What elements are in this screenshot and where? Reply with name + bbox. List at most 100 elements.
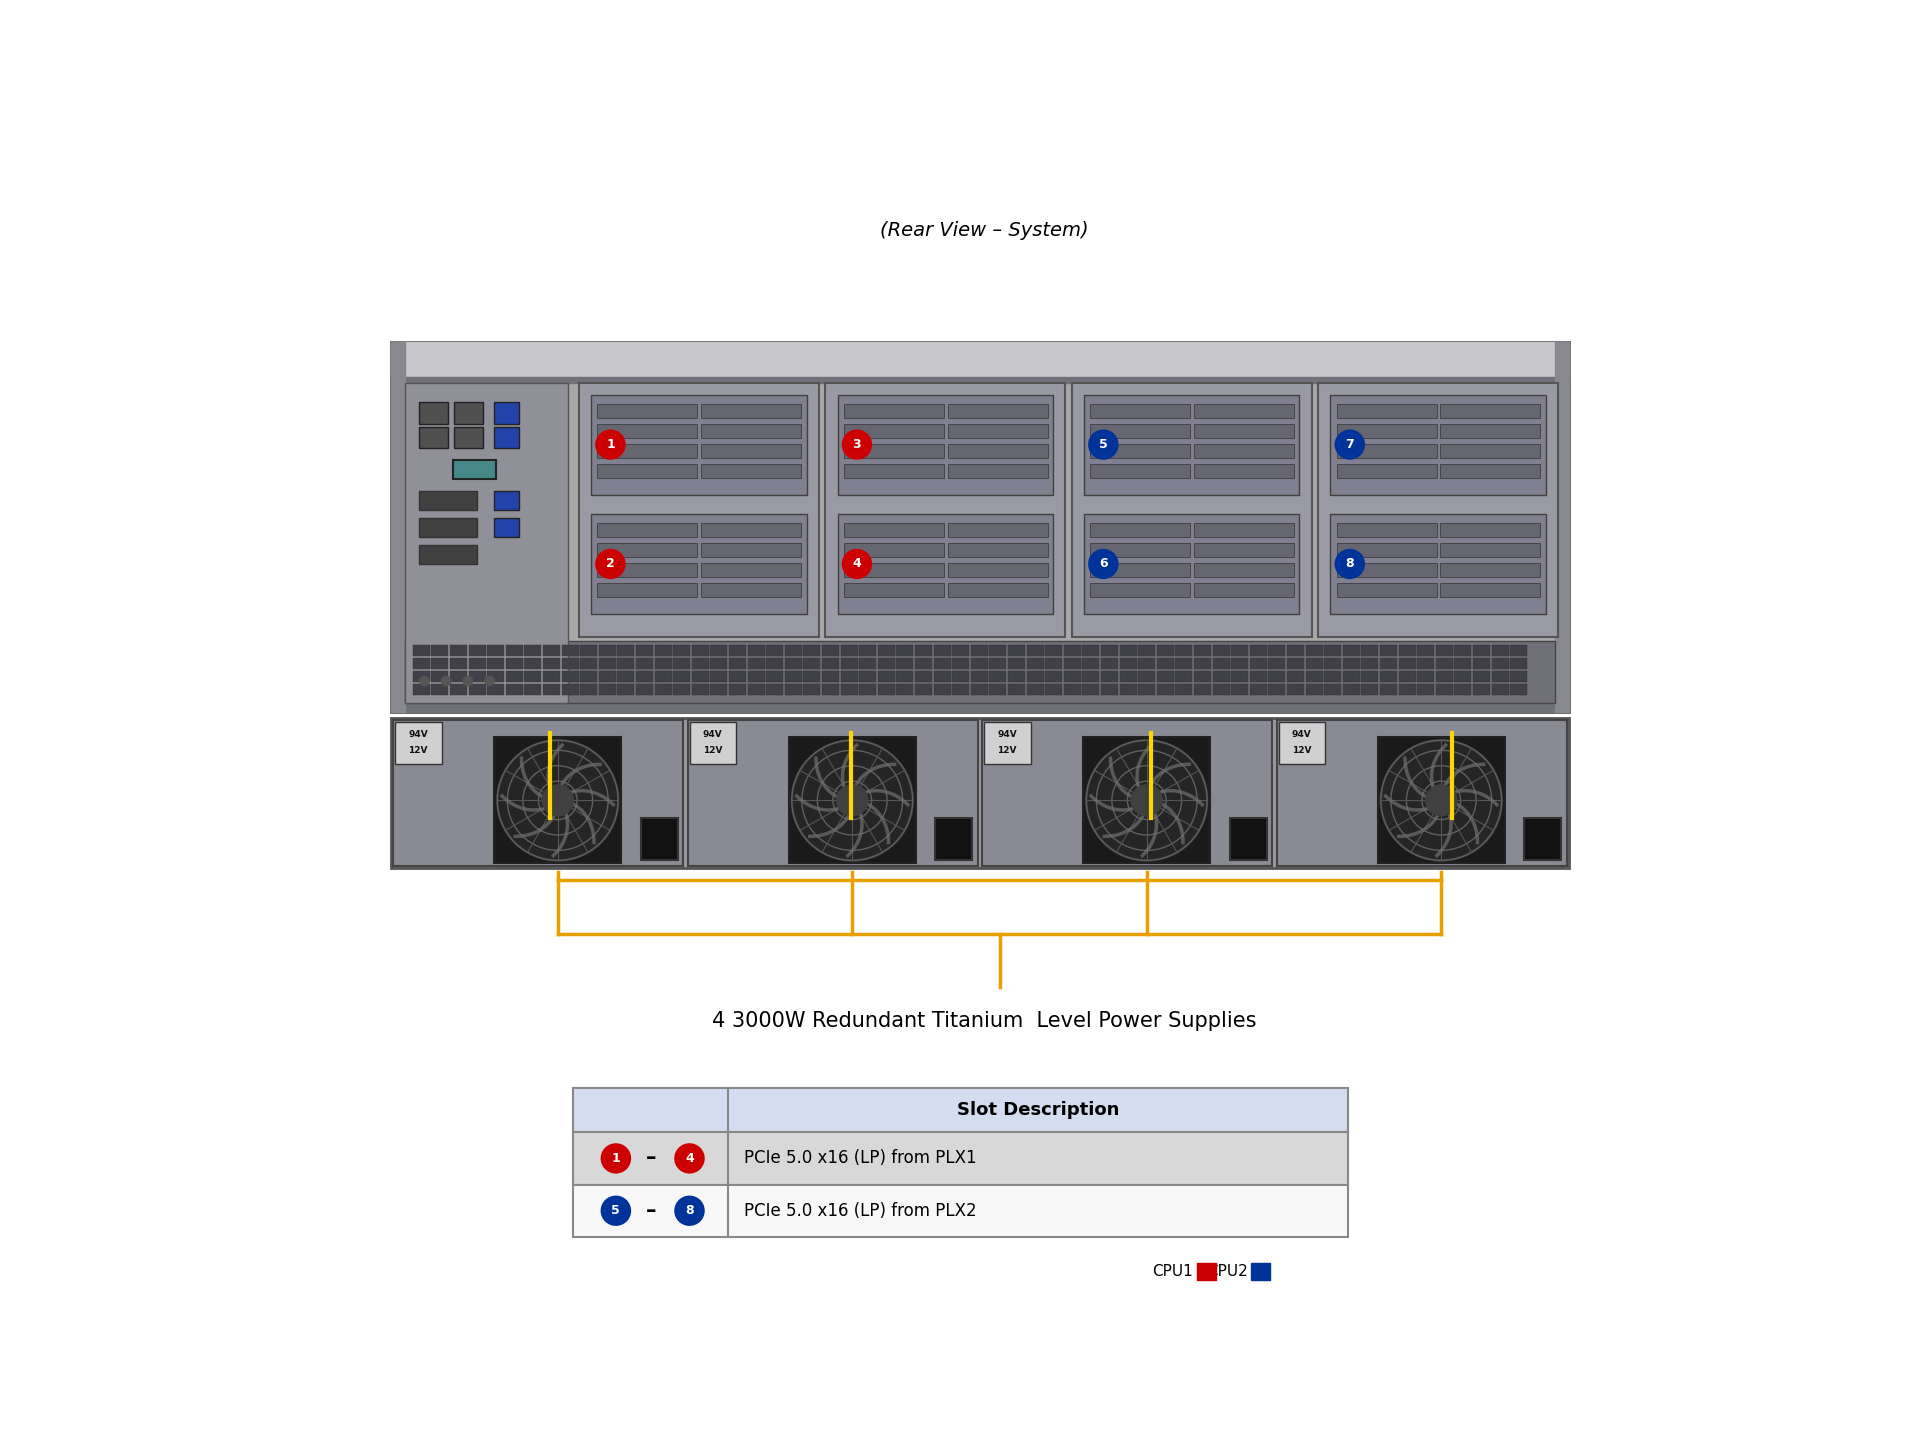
Bar bbox=[691, 645, 708, 655]
Bar bbox=[1194, 658, 1212, 668]
Bar bbox=[1194, 671, 1212, 681]
Bar bbox=[1044, 658, 1062, 668]
Bar bbox=[1492, 671, 1509, 681]
Text: 4: 4 bbox=[852, 557, 862, 570]
Bar bbox=[1198, 1263, 1215, 1280]
Text: 1: 1 bbox=[607, 438, 614, 451]
Bar bbox=[591, 395, 806, 495]
Bar bbox=[1064, 658, 1081, 668]
Bar bbox=[701, 523, 801, 537]
Bar bbox=[710, 658, 728, 668]
Bar bbox=[1417, 684, 1434, 696]
Bar bbox=[636, 684, 653, 696]
Bar bbox=[730, 671, 747, 681]
Bar bbox=[1139, 684, 1156, 696]
Bar bbox=[1336, 423, 1436, 438]
Bar bbox=[843, 423, 945, 438]
Bar bbox=[766, 645, 783, 655]
Bar bbox=[1085, 514, 1300, 613]
Bar bbox=[563, 658, 578, 668]
Circle shape bbox=[847, 433, 868, 455]
Circle shape bbox=[599, 433, 622, 455]
Bar bbox=[1100, 658, 1117, 668]
Bar bbox=[710, 645, 728, 655]
Text: 12V: 12V bbox=[998, 746, 1018, 755]
Circle shape bbox=[1336, 431, 1363, 458]
Bar bbox=[1008, 684, 1025, 696]
Circle shape bbox=[678, 1148, 701, 1169]
Bar bbox=[1417, 658, 1434, 668]
Circle shape bbox=[1089, 431, 1117, 458]
Bar bbox=[1139, 658, 1156, 668]
Circle shape bbox=[442, 677, 451, 685]
Bar bbox=[843, 583, 945, 598]
Bar bbox=[1436, 684, 1453, 696]
Text: PCIe 5.0 x16 (LP) from PLX1: PCIe 5.0 x16 (LP) from PLX1 bbox=[743, 1149, 977, 1168]
Text: 5: 5 bbox=[1098, 438, 1108, 451]
Bar bbox=[972, 671, 989, 681]
Bar bbox=[1100, 684, 1117, 696]
Bar bbox=[822, 658, 839, 668]
Bar bbox=[843, 403, 945, 418]
Bar bbox=[655, 684, 672, 696]
Circle shape bbox=[603, 1197, 630, 1224]
Bar bbox=[747, 671, 764, 681]
Bar bbox=[1398, 658, 1415, 668]
Bar bbox=[948, 563, 1048, 577]
Bar bbox=[933, 658, 950, 668]
Bar bbox=[1139, 645, 1156, 655]
Bar bbox=[1380, 671, 1398, 681]
Bar bbox=[493, 402, 518, 423]
Bar bbox=[1342, 645, 1359, 655]
Text: 12V: 12V bbox=[409, 746, 428, 755]
Bar bbox=[1306, 658, 1323, 668]
Bar bbox=[1083, 658, 1100, 668]
Bar bbox=[505, 671, 522, 681]
Bar bbox=[543, 684, 561, 696]
Bar bbox=[563, 645, 578, 655]
Bar bbox=[1250, 671, 1267, 681]
Bar bbox=[972, 658, 989, 668]
Bar bbox=[1398, 645, 1415, 655]
Bar bbox=[860, 658, 876, 668]
Bar bbox=[1380, 645, 1398, 655]
Bar bbox=[1091, 583, 1190, 598]
Bar bbox=[1342, 684, 1359, 696]
Bar bbox=[655, 671, 672, 681]
Bar bbox=[1091, 523, 1190, 537]
Bar bbox=[1492, 658, 1509, 668]
Text: (Rear View – System): (Rear View – System) bbox=[879, 222, 1089, 240]
Bar bbox=[1213, 645, 1229, 655]
Bar bbox=[419, 402, 449, 423]
Bar bbox=[1158, 645, 1173, 655]
Bar bbox=[766, 671, 783, 681]
Circle shape bbox=[843, 550, 872, 577]
Bar bbox=[1286, 645, 1304, 655]
Bar bbox=[1361, 684, 1379, 696]
Bar bbox=[1361, 645, 1379, 655]
Bar bbox=[524, 645, 541, 655]
Text: 12V: 12V bbox=[1292, 746, 1311, 755]
Bar bbox=[1194, 423, 1294, 438]
Bar bbox=[803, 645, 820, 655]
Bar bbox=[468, 671, 486, 681]
Bar bbox=[453, 426, 484, 448]
Bar bbox=[674, 684, 691, 696]
Bar bbox=[493, 491, 518, 510]
Bar bbox=[710, 671, 728, 681]
Bar bbox=[1440, 543, 1540, 557]
Bar bbox=[1027, 671, 1044, 681]
Bar bbox=[701, 543, 801, 557]
Bar bbox=[1085, 395, 1300, 495]
Bar bbox=[897, 645, 914, 655]
Bar bbox=[432, 658, 449, 668]
Bar bbox=[1325, 658, 1342, 668]
Bar bbox=[766, 684, 783, 696]
Bar bbox=[948, 464, 1048, 478]
Bar bbox=[1436, 658, 1453, 668]
Bar bbox=[897, 671, 914, 681]
Bar bbox=[916, 658, 931, 668]
Circle shape bbox=[676, 1145, 703, 1172]
Bar bbox=[1064, 645, 1081, 655]
Bar bbox=[563, 684, 578, 696]
